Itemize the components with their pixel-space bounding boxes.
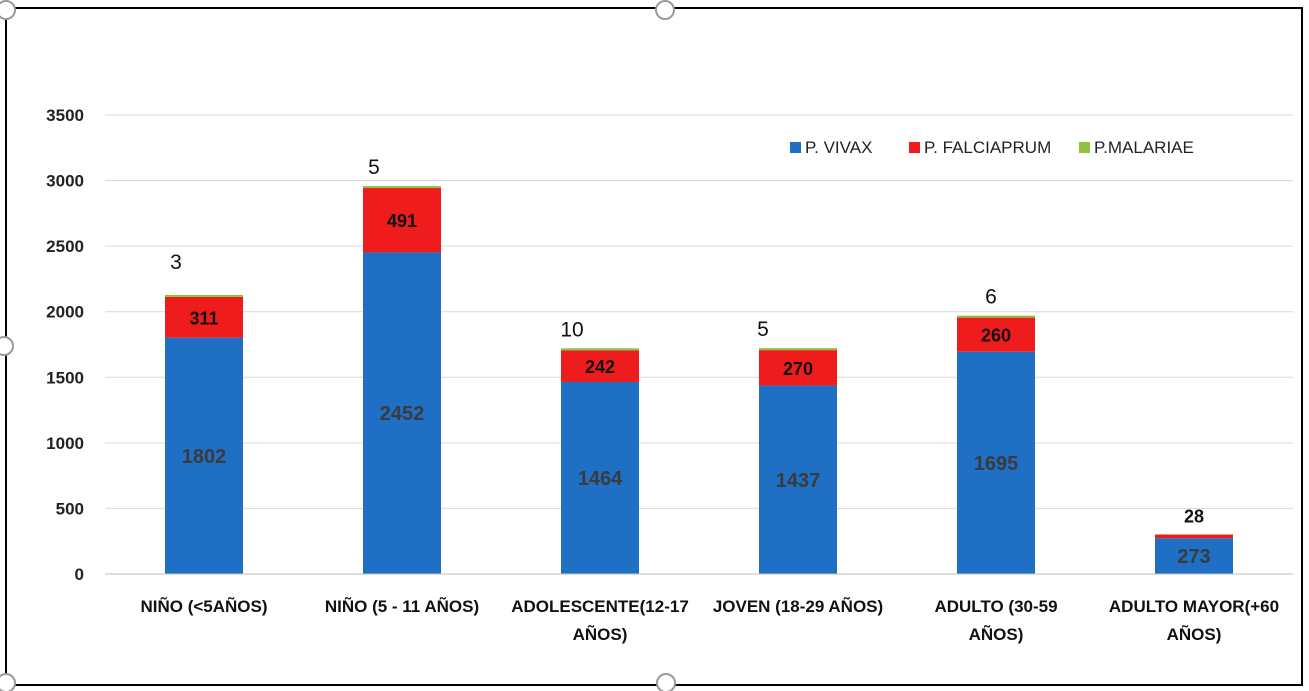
legend-swatch <box>790 142 801 153</box>
bar-segment-p-falciaprum <box>957 317 1035 352</box>
resize-handle-bottom[interactable] <box>656 673 676 691</box>
y-tick-label: 1000 <box>46 434 84 453</box>
data-label-vivax: 2452 <box>380 403 425 425</box>
y-tick-label: 2500 <box>46 237 84 256</box>
bar-segment-p-falciaprum <box>759 350 837 386</box>
legend-label: P. VIVAX <box>805 138 872 157</box>
bar-segment-p-falciaprum <box>363 188 441 253</box>
x-category-label: ADULTO (30-59 <box>934 597 1057 616</box>
x-category-label: NIÑO (5 - 11 AÑOS) <box>325 596 479 616</box>
legend-label: P.MALARIAE <box>1094 138 1194 157</box>
resize-handle-top[interactable] <box>655 0 675 20</box>
y-tick-label: 3000 <box>46 172 84 191</box>
bar-segment-p-falciaprum <box>165 296 243 338</box>
bar-segment-p-vivax <box>165 337 243 574</box>
bar-segment-p-vivax <box>1155 538 1233 574</box>
bar-segment-p-vivax <box>561 382 639 574</box>
x-category-label: AÑOS) <box>1167 624 1222 644</box>
data-label-malariae: 10 <box>560 318 583 341</box>
data-label-malariae: 5 <box>757 318 769 341</box>
y-tick-label: 2000 <box>46 303 84 322</box>
data-label-malariae: 6 <box>985 286 997 309</box>
bar-segment-p-malariae <box>561 348 639 351</box>
resize-handle-top-left[interactable] <box>0 0 16 20</box>
data-label-falciparum: 28 <box>1184 507 1204 527</box>
data-label-vivax: 1802 <box>182 446 227 468</box>
gridlines <box>105 114 1293 509</box>
x-category-label: AÑOS) <box>969 624 1024 644</box>
y-tick-label: 1500 <box>46 368 84 387</box>
legend: P. VIVAX P. FALCIAPRUM P.MALARIAE <box>790 138 1194 157</box>
bar-segment-p-falciaprum <box>561 350 639 383</box>
bar-segment-p-malariae <box>363 186 441 189</box>
x-category-label: AÑOS) <box>573 624 628 644</box>
legend-swatch <box>1079 142 1090 153</box>
data-label-falciparum: 270 <box>783 359 813 379</box>
bar-segment-p-malariae <box>957 315 1035 318</box>
bar-segment-p-vivax <box>759 385 837 574</box>
data-label-falciparum: 242 <box>585 357 615 377</box>
x-axis-categories: NIÑO (<5AÑOS) NIÑO (5 - 11 AÑOS) ADOLESCEN… <box>140 596 1279 644</box>
y-tick-label: 0 <box>75 565 84 584</box>
data-label-vivax: 1695 <box>974 453 1019 475</box>
data-label-falciparum: 491 <box>387 211 417 231</box>
x-category-label: JOVEN (18-29 AÑOS) <box>713 596 883 616</box>
legend-swatch <box>909 142 920 153</box>
bar-segment-p-vivax <box>957 351 1035 574</box>
bar-segment-p-vivax <box>363 252 441 574</box>
x-category-label: NIÑO (<5AÑOS) <box>140 596 267 616</box>
y-tick-label: 3500 <box>46 106 84 125</box>
data-label-vivax: 1464 <box>578 468 623 490</box>
bar-segment-p-falciaprum <box>1155 534 1233 539</box>
data-label-falciparum: 260 <box>981 326 1011 346</box>
data-label-vivax: 273 <box>1177 546 1210 568</box>
y-tick-label: 500 <box>56 499 84 518</box>
data-label-malariae: 5 <box>368 156 380 179</box>
bar-segment-p-malariae <box>165 294 243 297</box>
bars <box>165 186 1233 574</box>
data-label-malariae: 3 <box>170 251 182 274</box>
bar-segment-p-malariae <box>759 348 837 351</box>
x-category-label: ADULTO MAYOR(+60 <box>1109 597 1279 616</box>
data-label-falciparum: 311 <box>189 308 218 328</box>
x-category-label: ADOLESCENTE(12-17 <box>511 597 689 616</box>
resize-handle-left[interactable] <box>0 336 14 356</box>
resize-handle-bottom-left[interactable] <box>0 673 16 691</box>
legend-label: P. FALCIAPRUM <box>924 138 1051 157</box>
data-label-vivax: 1437 <box>776 470 821 492</box>
y-axis-ticks: 0 500 1000 1500 2000 2500 3000 3500 <box>46 106 84 584</box>
